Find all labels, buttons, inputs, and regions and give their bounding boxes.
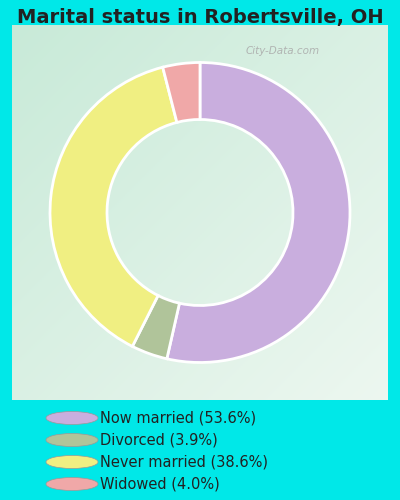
Wedge shape [50, 67, 177, 346]
Circle shape [46, 478, 98, 490]
Circle shape [46, 456, 98, 468]
Text: City-Data.com: City-Data.com [246, 46, 320, 56]
Circle shape [46, 412, 98, 424]
Circle shape [46, 434, 98, 446]
Wedge shape [167, 62, 350, 362]
Text: Never married (38.6%): Never married (38.6%) [100, 454, 268, 469]
Text: Widowed (4.0%): Widowed (4.0%) [100, 476, 220, 492]
Wedge shape [163, 62, 200, 122]
Text: Now married (53.6%): Now married (53.6%) [100, 410, 256, 426]
Text: Marital status in Robertsville, OH: Marital status in Robertsville, OH [17, 8, 383, 27]
Wedge shape [132, 296, 180, 359]
Text: Divorced (3.9%): Divorced (3.9%) [100, 432, 218, 448]
